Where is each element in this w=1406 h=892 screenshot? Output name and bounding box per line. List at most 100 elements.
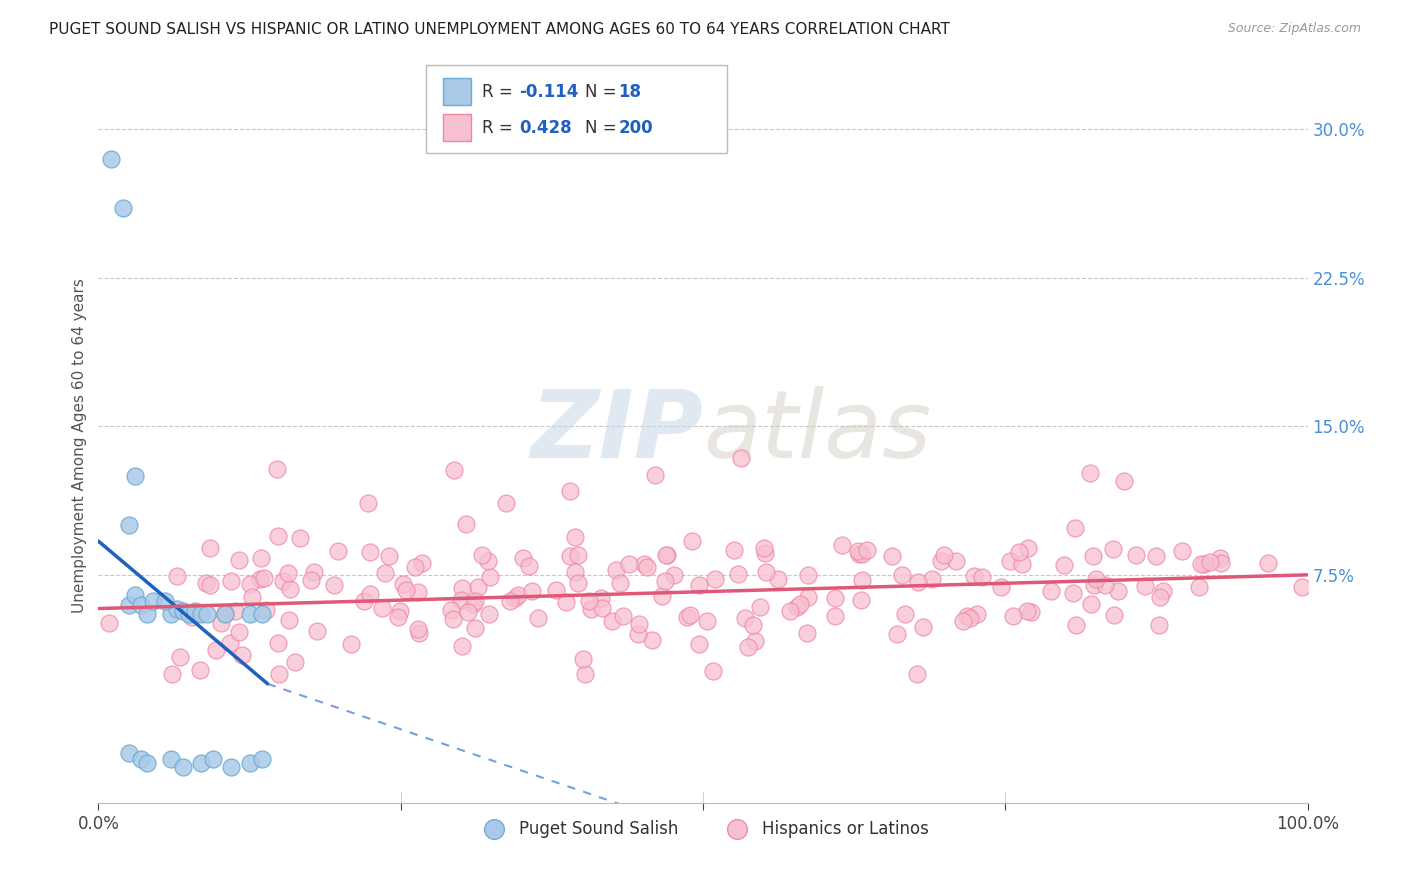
Point [1000,554,1022,568]
Point [945,554,967,568]
Point [118,518,141,533]
Point [135,607,157,622]
Point [655,548,678,562]
Point [200,541,222,555]
Point [408,622,430,636]
Text: R =: R = [482,119,519,136]
Point [253,571,276,585]
Point [406,585,429,599]
Point [688,637,710,651]
Point [1291,580,1313,594]
Point [221,760,243,774]
Point [1101,541,1123,556]
Point [955,608,977,623]
Point [1081,549,1104,563]
Point [190,607,212,622]
Point [166,569,188,583]
Text: 200: 200 [619,119,654,136]
Point [371,601,394,615]
Point [990,580,1012,594]
Point [478,607,501,621]
Point [202,752,225,766]
Point [503,591,526,605]
Point [378,549,401,563]
Point [627,627,650,641]
Point [702,664,724,678]
Point [135,756,157,771]
Point [443,463,465,477]
Text: Source: ZipAtlas.com: Source: ZipAtlas.com [1227,22,1361,36]
Point [98,615,121,630]
Point [654,574,676,588]
Point [353,593,375,607]
Point [100,152,122,166]
Point [1062,586,1084,600]
Point [617,557,640,571]
Point [744,633,766,648]
Point [578,594,600,608]
Point [160,607,183,622]
Point [278,613,301,627]
Point [249,550,271,565]
Point [307,624,329,638]
Text: R =: R = [482,83,519,101]
Point [160,667,183,681]
Point [797,590,820,604]
Point [454,517,477,532]
Text: PUGET SOUND SALISH VS HISPANIC OR LATINO UNEMPLOYMENT AMONG AGES 60 TO 64 YEARS : PUGET SOUND SALISH VS HISPANIC OR LATINO… [49,22,950,37]
Point [1144,549,1167,564]
Point [571,652,593,666]
Point [359,586,381,600]
Point [1257,556,1279,570]
Point [118,598,141,612]
Point [404,560,426,574]
Point [1019,605,1042,619]
Point [392,577,415,591]
Point [627,617,650,632]
Point [1102,608,1125,623]
Point [554,595,576,609]
Point [188,663,211,677]
Point [254,603,277,617]
Point [644,468,666,483]
Point [1189,558,1212,572]
Point [605,564,627,578]
Point [1192,557,1215,571]
Text: ZIP: ZIP [530,385,703,478]
Point [271,574,294,588]
Point [411,556,433,570]
Point [288,531,311,545]
Point [600,614,623,628]
Point [218,636,240,650]
Point [681,533,703,548]
Point [664,568,686,582]
Point [849,592,872,607]
Point [609,575,631,590]
Point [966,607,988,621]
Point [408,626,430,640]
Point [249,572,271,586]
Point [742,618,765,632]
Point [129,752,152,766]
Text: N =: N = [585,83,621,101]
Point [612,609,634,624]
Point [1107,584,1129,599]
Point [195,607,218,622]
Y-axis label: Unemployment Among Ages 60 to 64 years: Unemployment Among Ages 60 to 64 years [72,278,87,614]
Point [676,609,699,624]
Point [1017,541,1039,556]
Point [195,576,218,591]
Point [894,607,917,622]
Point [477,554,499,568]
Point [579,602,602,616]
Point [328,544,350,558]
Point [231,648,253,662]
Point [522,583,544,598]
Point [907,574,929,589]
Point [1078,467,1101,481]
Point [779,604,801,618]
Point [219,574,242,588]
Point [1083,577,1105,591]
Point [278,582,301,596]
Point [591,591,613,605]
